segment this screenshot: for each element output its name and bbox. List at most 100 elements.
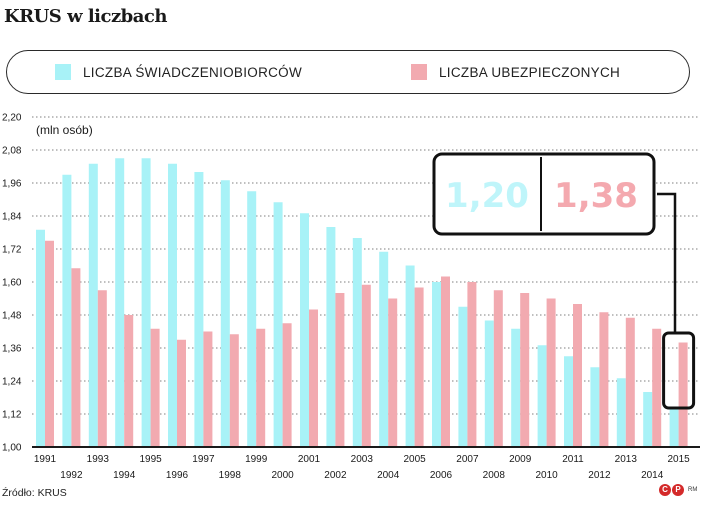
- legend: LICZBA ŚWIADCZENIOBIORCÓW LICZBA UBEZPIE…: [6, 50, 690, 94]
- bar-beneficiaries-2005: [405, 265, 415, 447]
- x-tick-label: 2005: [403, 454, 426, 465]
- x-tick-label: 1998: [219, 470, 242, 481]
- bar-insured-2015: [678, 342, 688, 447]
- bar-beneficiaries-2013: [616, 378, 626, 447]
- bar-insured-1997: [203, 331, 213, 447]
- bar-insured-1995: [150, 328, 160, 447]
- y-tick-label: 1,24: [2, 377, 22, 388]
- y-tick-label: 1,60: [2, 278, 22, 289]
- logo-text: RM: [688, 487, 698, 493]
- y-axis-unit-label: (mln osób): [36, 123, 93, 137]
- annotation-value-insured: 1,38: [554, 176, 638, 216]
- legend-label-beneficiaries: LICZBA ŚWIADCZENIOBIORCÓW: [83, 64, 303, 80]
- bar-beneficiaries-1999: [247, 191, 257, 447]
- bar-beneficiaries-2004: [379, 251, 389, 447]
- x-tick-label: 1999: [245, 454, 268, 465]
- x-tick-label: 2015: [667, 454, 690, 465]
- bar-insured-2009: [520, 293, 530, 447]
- annotation-value-beneficiaries: 1,20: [445, 176, 529, 216]
- x-tick-label: 2003: [351, 454, 374, 465]
- x-tick-label: 2004: [377, 470, 400, 481]
- x-tick-label: 2009: [509, 454, 532, 465]
- bar-insured-2012: [599, 312, 609, 447]
- bar-insured-1992: [71, 268, 81, 447]
- source-note: Źródło: KRUS: [2, 487, 67, 499]
- bar-insured-2011: [573, 304, 582, 447]
- x-tick-label: 2010: [535, 470, 558, 481]
- legend-label-insured: LICZBA UBEZPIECZONYCH: [439, 64, 621, 80]
- bar-insured-2003: [361, 284, 371, 447]
- annotation-callout-box: [432, 152, 656, 236]
- bar-insured-2006: [441, 276, 450, 447]
- legend-item-beneficiaries: LICZBA ŚWIADCZENIOBIORCÓW: [55, 64, 302, 80]
- x-tick-label: 2013: [615, 454, 638, 465]
- y-tick-label: 1,48: [2, 311, 22, 322]
- bar-beneficiaries-2010: [537, 345, 547, 447]
- bar-beneficiaries-1993: [88, 163, 98, 447]
- bar-insured-2014: [652, 328, 662, 447]
- bar-beneficiaries-2011: [564, 356, 573, 447]
- bar-beneficiaries-1994: [115, 158, 125, 447]
- x-tick-label: 2014: [641, 470, 664, 481]
- x-tick-label: 1991: [34, 454, 57, 465]
- bar-beneficiaries-1991: [36, 229, 45, 447]
- x-tick-label: 1992: [60, 470, 83, 481]
- y-tick-label: 1,96: [2, 179, 22, 190]
- bar-beneficiaries-2012: [590, 367, 600, 447]
- bar-beneficiaries-1995: [141, 158, 151, 447]
- y-tick-label: 1,72: [2, 245, 22, 256]
- annotation-connector: [657, 192, 677, 333]
- bar-beneficiaries-2006: [432, 282, 441, 447]
- publisher-logo: C P RM: [659, 484, 697, 496]
- bar-insured-2001: [309, 309, 318, 447]
- logo-mark-c: C: [659, 484, 671, 496]
- highlight-box: [662, 331, 696, 410]
- bar-beneficiaries-2014: [643, 392, 653, 447]
- legend-swatch-insured: [411, 64, 427, 80]
- y-tick-label: 1,00: [2, 443, 22, 454]
- x-tick-label: 1995: [139, 454, 162, 465]
- x-tick-label: 1993: [87, 454, 110, 465]
- bar-insured-1994: [124, 315, 134, 447]
- x-tick-label: 2001: [298, 454, 321, 465]
- x-tick-label: 2008: [483, 470, 506, 481]
- x-tick-label: 2007: [456, 454, 479, 465]
- bar-insured-2004: [388, 298, 398, 447]
- bar-insured-1993: [97, 290, 107, 447]
- legend-swatch-beneficiaries: [55, 64, 71, 80]
- x-tick-label: 2006: [430, 470, 453, 481]
- bar-insured-2010: [546, 298, 556, 447]
- bar-beneficiaries-1996: [168, 163, 177, 447]
- x-tick-label: 2002: [324, 470, 347, 481]
- legend-item-insured: LICZBA UBEZPIECZONYCH: [411, 64, 620, 80]
- y-tick-label: 2,08: [2, 146, 22, 157]
- y-tick-label: 1,12: [2, 410, 22, 421]
- bar-insured-1991: [45, 240, 54, 447]
- bar-beneficiaries-1992: [62, 174, 72, 447]
- bar-beneficiaries-2000: [273, 202, 283, 447]
- x-tick-label: 2011: [562, 454, 584, 465]
- bar-insured-1999: [256, 328, 266, 447]
- bar-insured-2000: [282, 323, 292, 447]
- bar-insured-2008: [493, 290, 503, 447]
- bar-insured-2005: [414, 287, 424, 447]
- y-tick-label: 2,20: [2, 113, 22, 124]
- x-tick-label: 1996: [166, 470, 189, 481]
- bar-insured-2013: [625, 317, 635, 447]
- x-tick-label: 2000: [271, 470, 294, 481]
- bar-beneficiaries-1997: [194, 172, 204, 447]
- x-tick-label: 2012: [588, 470, 611, 481]
- y-tick-label: 1,84: [2, 212, 22, 223]
- x-tick-label: 1997: [192, 454, 215, 465]
- y-tick-label: 1,36: [2, 344, 22, 355]
- bar-beneficiaries-2001: [300, 213, 309, 447]
- bar-beneficiaries-2002: [326, 227, 336, 447]
- bar-beneficiaries-2008: [484, 320, 494, 447]
- bar-beneficiaries-1998: [220, 180, 230, 447]
- bar-beneficiaries-2003: [352, 238, 362, 447]
- bar-insured-1996: [177, 339, 186, 447]
- x-tick-label: 1994: [113, 470, 136, 481]
- bar-beneficiaries-2009: [511, 328, 521, 447]
- bar-insured-2002: [335, 293, 345, 447]
